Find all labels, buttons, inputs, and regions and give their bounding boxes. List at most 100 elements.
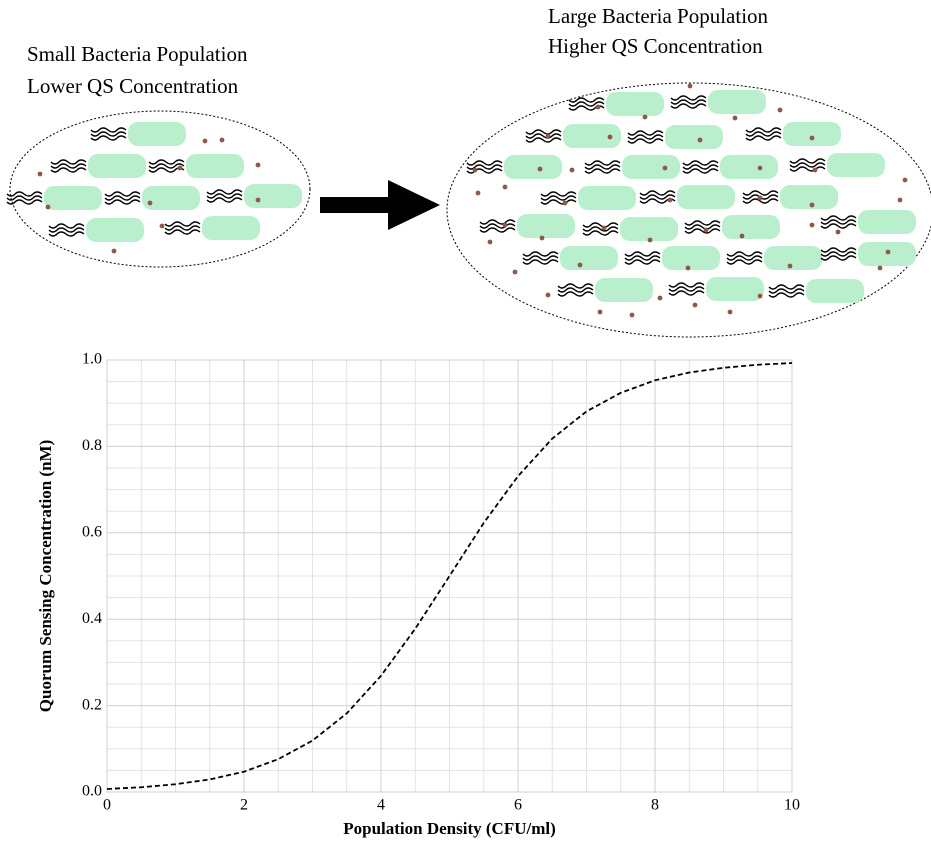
signal-molecule [757, 165, 763, 171]
signal-molecule [202, 138, 208, 144]
flagellum [745, 131, 782, 137]
flagellum [6, 191, 43, 197]
signal-molecule [812, 167, 818, 173]
flagellum [104, 199, 141, 205]
y-tick-label: 0.0 [82, 783, 102, 800]
flagellum [479, 219, 516, 225]
flagellum [639, 190, 676, 196]
flagellum [522, 255, 559, 261]
flagellum [522, 251, 559, 257]
x-tick-label: 6 [514, 797, 522, 814]
signal-molecule [487, 239, 493, 245]
flagellum [466, 164, 503, 170]
signal-molecule [662, 165, 668, 171]
signal-molecule [809, 202, 815, 208]
y-tick-label: 0.8 [82, 437, 102, 454]
flagellum [540, 199, 577, 205]
bacterium [50, 154, 146, 178]
flagellum [466, 168, 503, 174]
flagellum [540, 195, 577, 201]
cell-body [720, 155, 778, 179]
signal-molecule [809, 135, 815, 141]
flagellum [48, 231, 85, 237]
cell-body [86, 218, 144, 242]
signal-molecule [897, 197, 903, 203]
flagellum [670, 99, 707, 105]
signal-molecule [562, 200, 568, 206]
flagellum [684, 224, 721, 230]
signal-molecule [629, 312, 635, 318]
flagellum [104, 191, 141, 197]
cell-body [764, 246, 822, 270]
arrow [320, 180, 440, 230]
bacterium [525, 124, 621, 148]
flagellum [525, 133, 562, 139]
flagellum [104, 195, 141, 201]
flagellum [90, 135, 127, 141]
signal-molecule [739, 233, 745, 239]
signal-molecule [545, 133, 551, 139]
flagellum [6, 199, 43, 205]
signal-molecule [692, 302, 698, 308]
signal-molecule [475, 190, 481, 196]
flagellum [206, 197, 243, 203]
flagellum [745, 127, 782, 133]
signal-molecule [472, 167, 478, 173]
bacterium [48, 218, 144, 242]
cell-body [722, 215, 780, 239]
flagellum [820, 251, 857, 257]
flagellum [670, 95, 707, 101]
cell-body [142, 186, 200, 210]
flagellum [820, 247, 857, 253]
flagellum [148, 167, 185, 173]
y-tick-label: 1.0 [82, 351, 102, 368]
flagellum [682, 164, 719, 170]
flagellum [668, 286, 705, 292]
small-colony [9, 110, 311, 268]
flagellum [582, 230, 619, 236]
signal-molecule [697, 137, 703, 143]
cell-body [662, 246, 720, 270]
flagellum [789, 166, 826, 172]
bacterium [668, 277, 764, 301]
flagellum [90, 131, 127, 137]
flagellum [820, 223, 857, 229]
flagellum [820, 219, 857, 225]
diagram: Small Bacteria Population Lower QS Conce… [6, 4, 931, 338]
signal-molecule [642, 114, 648, 120]
x-tick-label: 10 [784, 797, 800, 814]
signal-molecule [657, 295, 663, 301]
flagellum [668, 290, 705, 296]
cell-body [202, 216, 260, 240]
flagellum [624, 251, 661, 257]
caption: Lower QS Concentration [27, 74, 239, 98]
flagellum [726, 255, 763, 261]
cell-body [504, 155, 562, 179]
cell-body [858, 210, 916, 234]
caption: Higher QS Concentration [548, 34, 763, 58]
bacterium [479, 214, 575, 238]
signal-molecule [902, 177, 908, 183]
flagellum [557, 287, 594, 293]
signal-molecule [255, 162, 261, 168]
bacterium [639, 185, 735, 209]
y-tick-label: 0.2 [82, 696, 102, 713]
plot-frame [106, 359, 793, 793]
signal-molecule [37, 171, 43, 177]
flagellum [148, 159, 185, 165]
bacterium [682, 155, 778, 179]
bacterium [104, 186, 200, 210]
flagellum [768, 292, 805, 298]
bacterium [745, 122, 841, 146]
bacterium [684, 215, 780, 239]
signal-molecule [732, 115, 738, 121]
flagellum [624, 259, 661, 265]
flagellum [540, 191, 577, 197]
signal-molecule [539, 235, 545, 241]
flagellum [584, 164, 621, 170]
bacterium [820, 210, 916, 234]
bacterium [522, 246, 618, 270]
flagellum [668, 282, 705, 288]
flagellum [584, 168, 621, 174]
signal-molecule [569, 167, 575, 173]
